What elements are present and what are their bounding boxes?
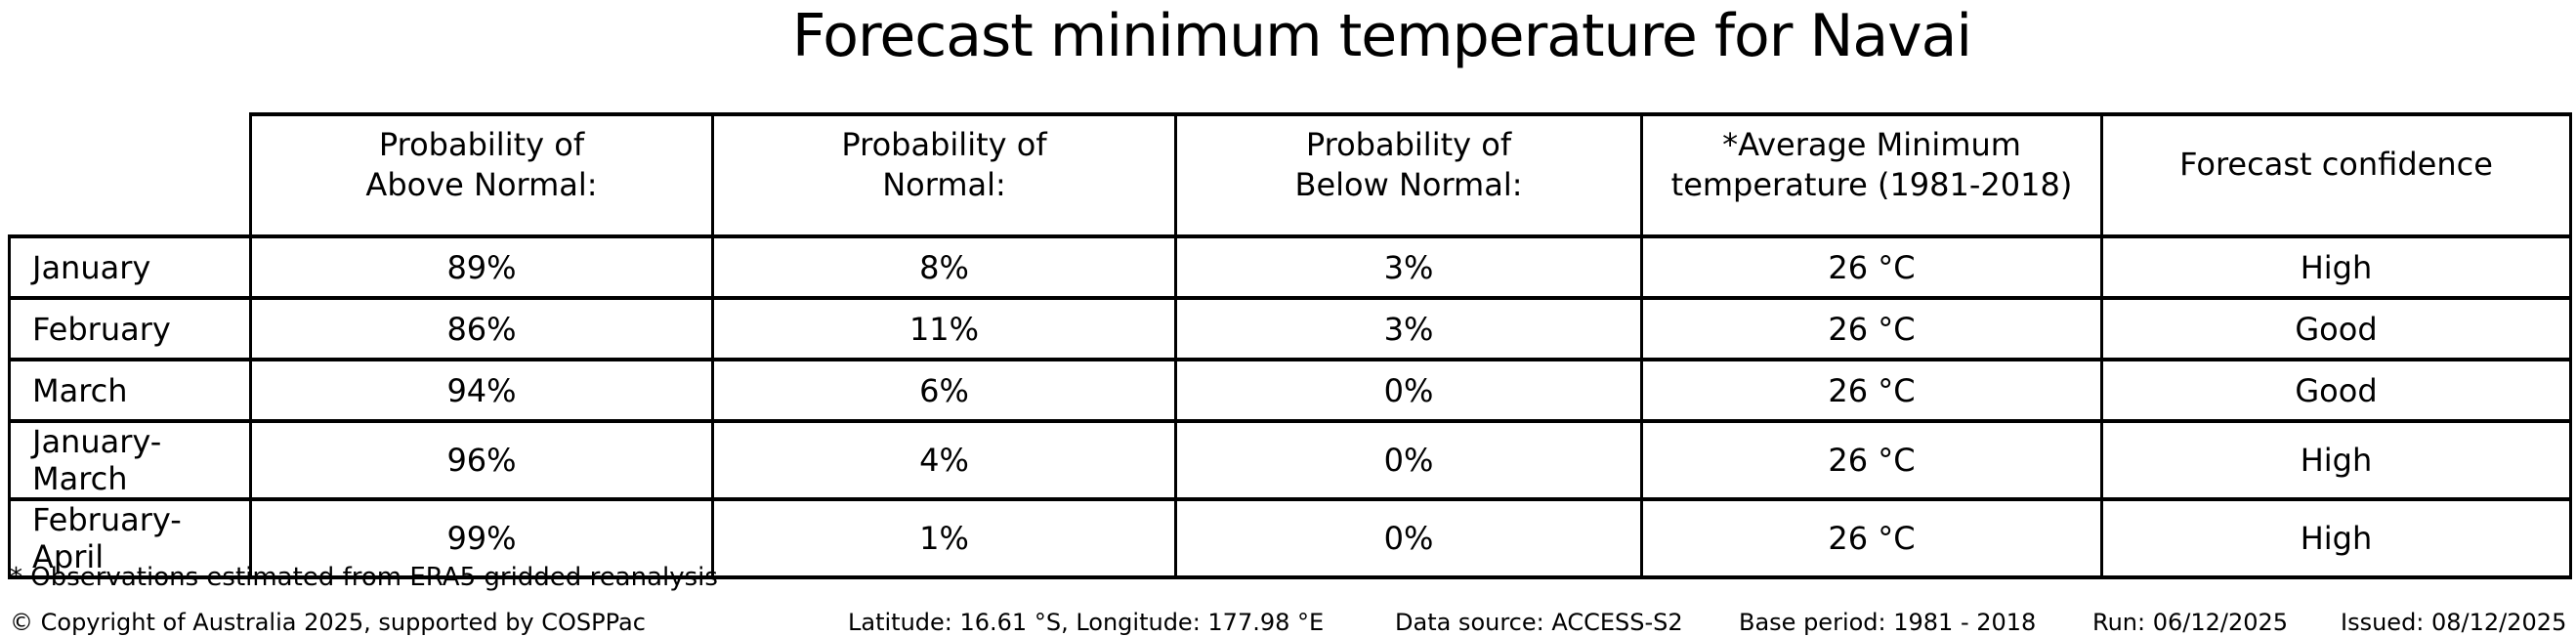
row-label: March: [8, 358, 252, 423]
cell-normal: 1%: [711, 497, 1177, 579]
page-title: Forecast minimum temperature for Navai: [791, 2, 1972, 70]
cell-confidence: Good: [2100, 358, 2572, 423]
cell-below-normal: 0%: [1174, 358, 1643, 423]
cell-normal: 4%: [711, 419, 1177, 501]
cell-average-temp: 26 °C: [1640, 296, 2103, 361]
table-row: February 86% 11% 3% 26 °C Good: [8, 296, 2572, 361]
cell-normal: 11%: [711, 296, 1177, 361]
cell-below-normal: 0%: [1174, 419, 1643, 501]
col-header-normal: Probability of Normal:: [711, 112, 1177, 238]
data-source-text: Data source: ACCESS-S2: [1395, 609, 1683, 636]
cell-confidence: High: [2100, 234, 2572, 300]
row-label: February: [8, 296, 252, 361]
cell-average-temp: 26 °C: [1640, 419, 2103, 501]
cell-above-normal: 89%: [249, 234, 714, 300]
cell-confidence: Good: [2100, 296, 2572, 361]
cell-normal: 8%: [711, 234, 1177, 300]
cell-average-temp: 26 °C: [1640, 234, 2103, 300]
cell-below-normal: 0%: [1174, 497, 1643, 579]
cell-average-temp: 26 °C: [1640, 497, 2103, 579]
col-header-forecast-confidence: Forecast confidence: [2100, 112, 2572, 238]
col-header-below-normal: Probability of Below Normal:: [1174, 112, 1643, 238]
cell-confidence: High: [2100, 419, 2572, 501]
row-label: January-March: [8, 419, 252, 501]
cell-above-normal: 96%: [249, 419, 714, 501]
run-date-text: Run: 06/12/2025: [2092, 609, 2289, 636]
base-period-text: Base period: 1981 - 2018: [1739, 609, 2037, 636]
table-row: January 89% 8% 3% 26 °C High: [8, 234, 2572, 300]
cell-below-normal: 3%: [1174, 234, 1643, 300]
cell-normal: 6%: [711, 358, 1177, 423]
cell-confidence: High: [2100, 497, 2572, 579]
forecast-table: Probability of Above Normal: Probability…: [8, 112, 2572, 579]
row-label: January: [8, 234, 252, 300]
col-header-above-normal: Probability of Above Normal:: [249, 112, 714, 238]
observations-footnote: * Observations estimated from ERA5 gridd…: [10, 563, 718, 592]
cell-below-normal: 3%: [1174, 296, 1643, 361]
cell-average-temp: 26 °C: [1640, 358, 2103, 423]
table-row: February-April 99% 1% 0% 26 °C High: [8, 497, 2572, 579]
table-row: January-March 96% 4% 0% 26 °C High: [8, 419, 2572, 501]
cell-above-normal: 94%: [249, 358, 714, 423]
col-header-average-minimum: *Average Minimum temperature (1981-2018): [1640, 112, 2103, 238]
table-header-row: Probability of Above Normal: Probability…: [9, 112, 2572, 238]
table-row: March 94% 6% 0% 26 °C Good: [8, 358, 2572, 423]
table-corner-cell: [9, 114, 251, 236]
cell-above-normal: 86%: [249, 296, 714, 361]
copyright-text: © Copyright of Australia 2025, supported…: [10, 609, 646, 636]
cell-above-normal: 99%: [249, 497, 714, 579]
location-text: Latitude: 16.61 °S, Longitude: 177.98 °E: [848, 609, 1325, 636]
row-label: February-April: [8, 497, 252, 579]
issued-date-text: Issued: 08/12/2025: [2341, 609, 2567, 636]
